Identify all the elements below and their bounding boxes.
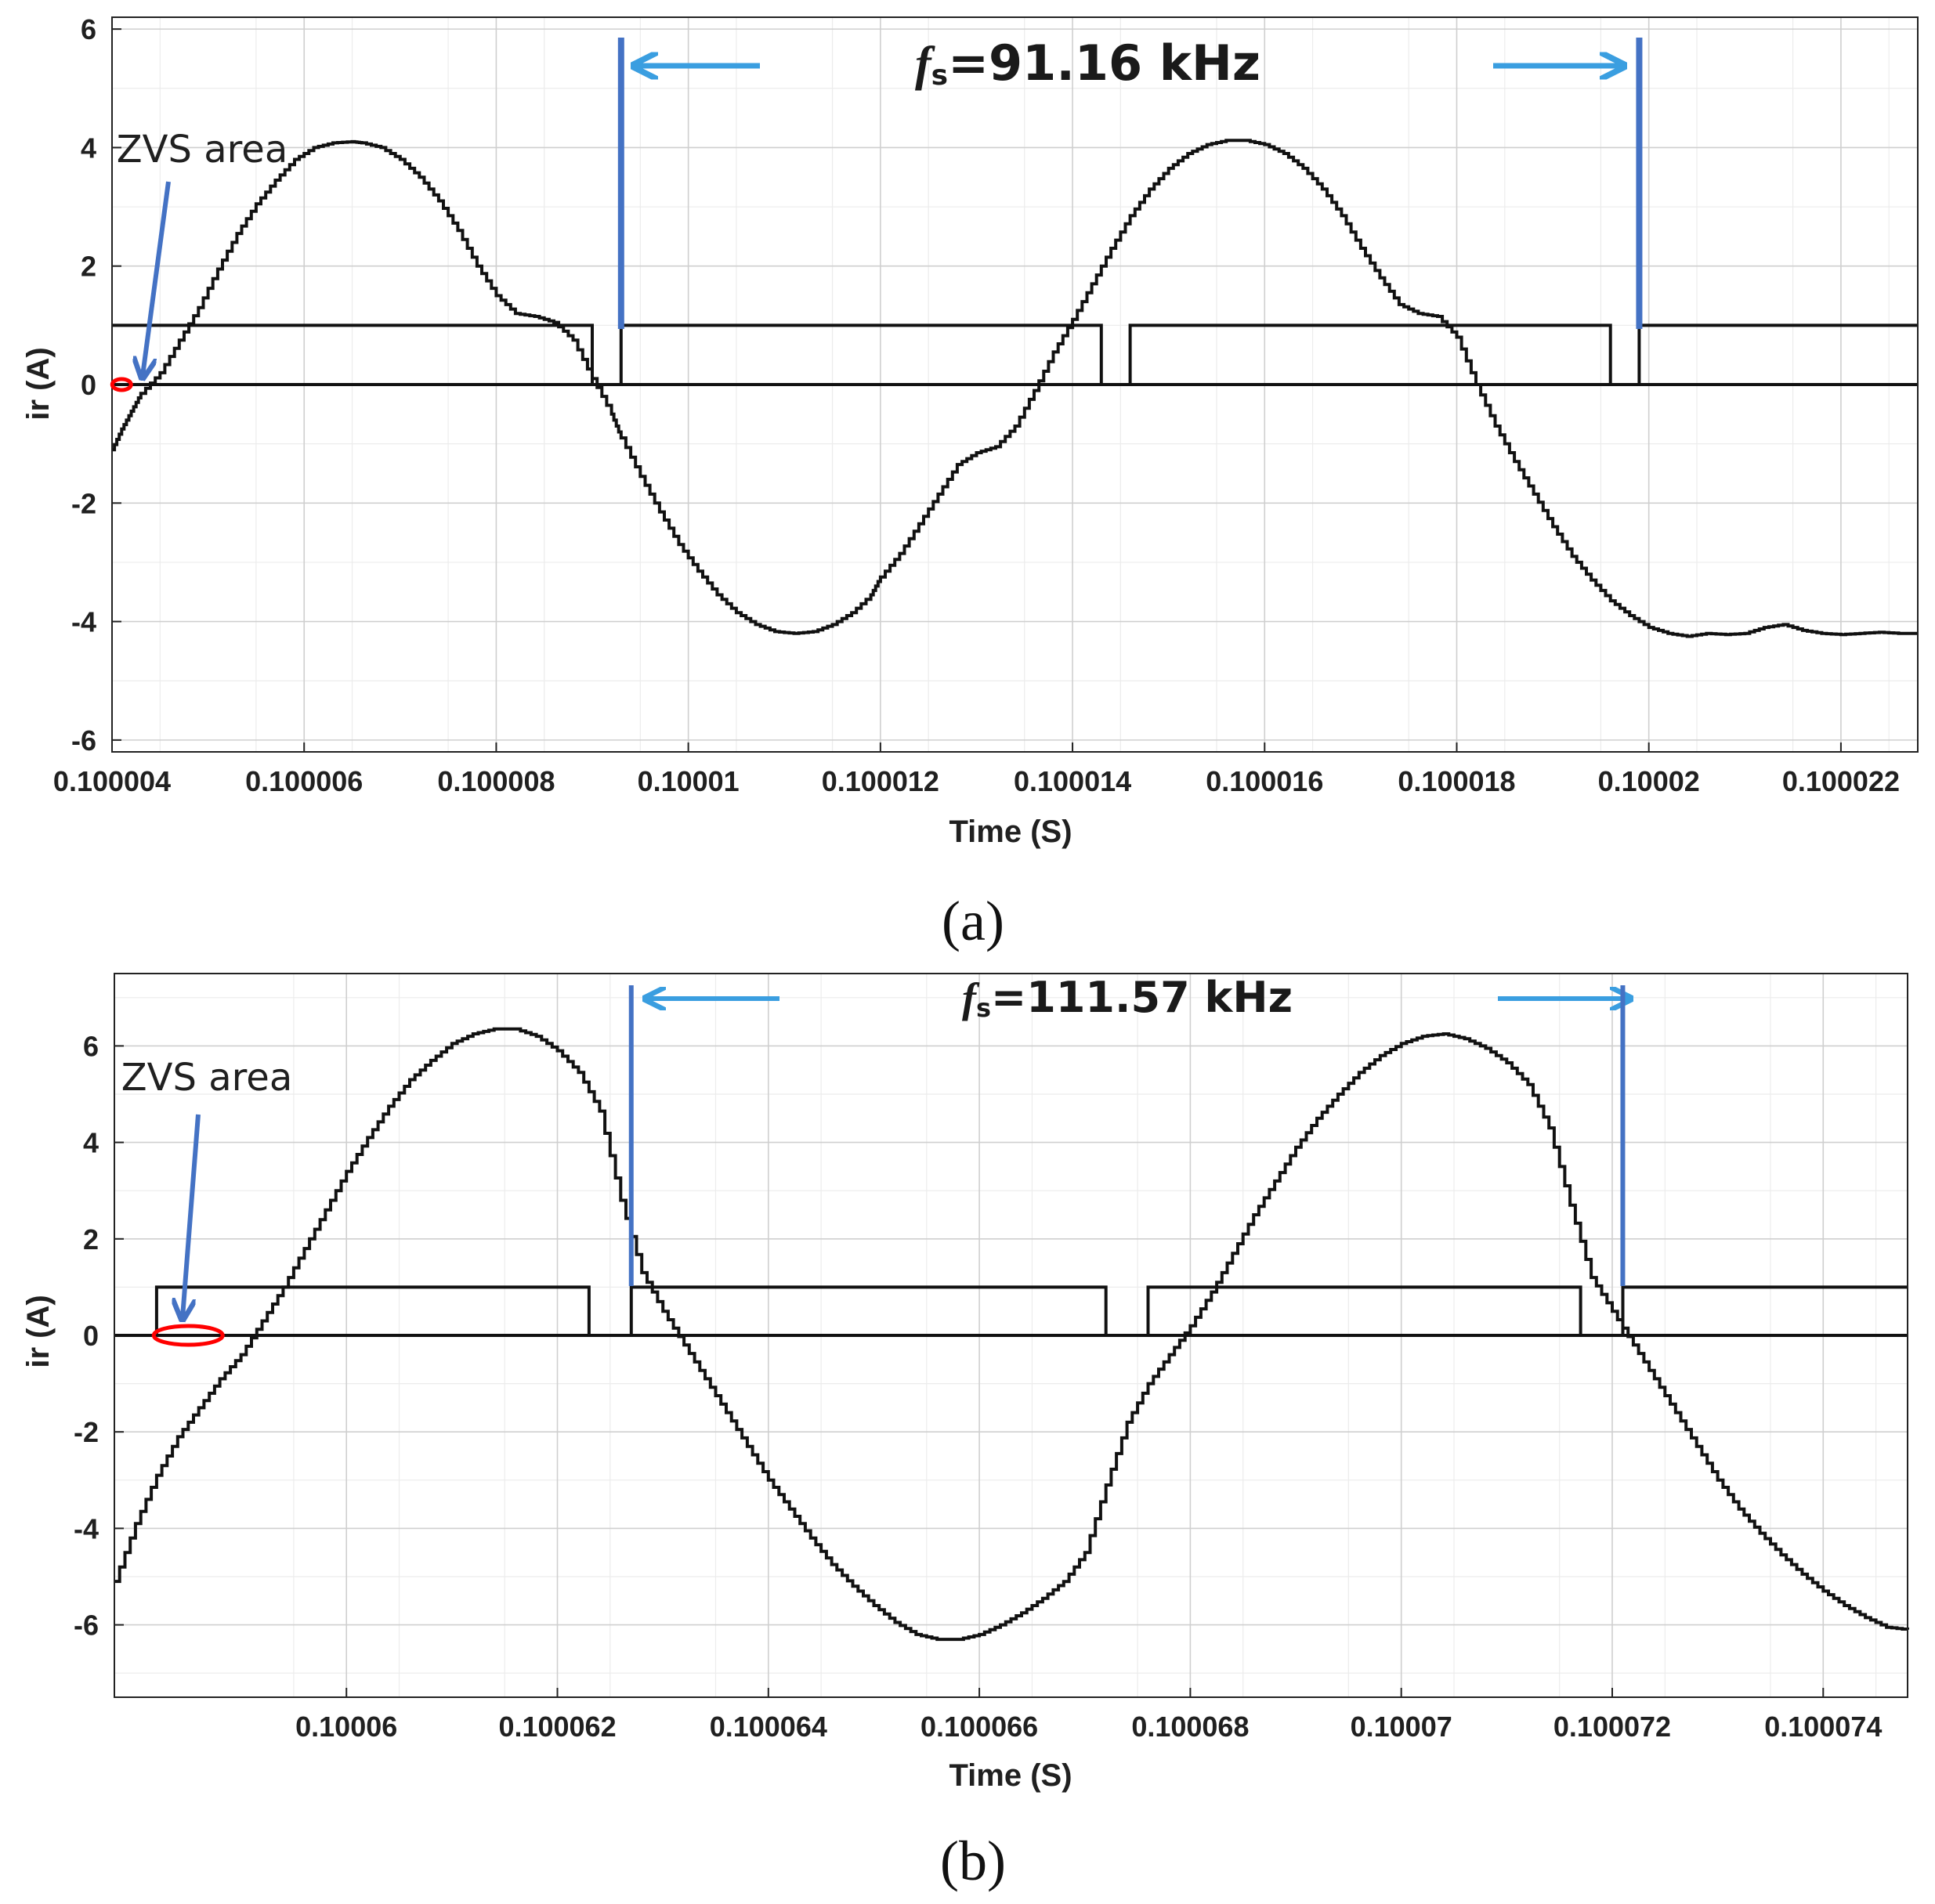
fs-symbol-b: f xyxy=(962,974,980,1021)
y-tick-label: -2 xyxy=(71,487,96,519)
y-tick-label: -6 xyxy=(74,1610,99,1642)
fs-subscript-a: s xyxy=(931,60,948,92)
switching-frequency-label-a: fs=91.16 kHz xyxy=(915,34,1260,92)
x-tick-label: 0.100074 xyxy=(1764,1711,1882,1743)
x-tick-label: 0.100064 xyxy=(710,1711,827,1743)
y-ticks-b: -6 -4 -2 0 2 4 6 xyxy=(74,1030,124,1642)
zvs-label-a: ZVS area xyxy=(117,128,288,172)
panel-label-a: (a) xyxy=(942,890,1004,952)
y-tick-label: 6 xyxy=(81,13,96,45)
y-tick-label: 2 xyxy=(83,1223,99,1255)
x-tick-label: 0.100014 xyxy=(1014,765,1131,797)
chart-b: 0.10006 0.100062 0.100064 0.100066 0.100068 0… xyxy=(21,973,1909,1892)
y-tick-label: 0 xyxy=(83,1320,99,1352)
x-tick-label: 0.100004 xyxy=(53,765,171,797)
x-tick-label: 0.100062 xyxy=(498,1711,616,1743)
y-tick-label: -4 xyxy=(71,606,96,638)
x-tick-label: 0.100008 xyxy=(437,765,555,797)
y-tick-label: 2 xyxy=(81,251,96,283)
x-tick-label: 0.100016 xyxy=(1206,765,1323,797)
x-tick-label: 0.100006 xyxy=(245,765,363,797)
plot-frame-b xyxy=(114,973,1908,1698)
y-axis-label-a: ir (A) xyxy=(21,347,56,420)
x-tick-label: 0.10007 xyxy=(1351,1711,1452,1743)
x-tick-label: 0.100072 xyxy=(1553,1711,1671,1743)
y-axis-label-b: ir (A) xyxy=(21,1295,56,1367)
zvs-ellipse-b xyxy=(151,1324,225,1347)
y-tick-label: 6 xyxy=(83,1030,99,1062)
zvs-pointer-arrow-b xyxy=(183,1114,201,1317)
x-tick-label: 0.100068 xyxy=(1131,1711,1249,1743)
y-tick-label: -6 xyxy=(71,724,96,757)
x-tick-label: 0.100018 xyxy=(1398,765,1515,797)
x-tick-label: 0.10006 xyxy=(295,1711,397,1743)
x-tick-label: 0.100022 xyxy=(1782,765,1900,797)
y-tick-label: -2 xyxy=(74,1416,99,1448)
series-ir-current xyxy=(112,139,1918,638)
series-gate-signal xyxy=(154,1285,1908,1337)
x-tick-label: 0.10002 xyxy=(1598,765,1700,797)
x-tick-label: 0.100012 xyxy=(822,765,939,797)
y-tick-label: -4 xyxy=(74,1512,99,1545)
fs-subscript-b: s xyxy=(976,993,991,1023)
y-tick-label: 0 xyxy=(81,369,96,401)
x-tick-label: 0.10001 xyxy=(638,765,740,797)
zvs-ellipse-a xyxy=(110,377,133,392)
panel-label-b: (b) xyxy=(940,1830,1006,1892)
x-ticks-a: 0.100004 0.100006 0.100008 0.10001 0.100012 0… xyxy=(53,742,1900,797)
series-a xyxy=(112,139,1918,638)
y-ticks-a: -6 -4 -2 0 2 4 6 xyxy=(71,13,121,757)
chart-a: 0.100004 0.100006 0.100008 0.10001 0.100012 0… xyxy=(21,13,1919,952)
series-ir-current xyxy=(114,1027,1909,1642)
series-b xyxy=(114,1027,1909,1642)
y-tick-label: 4 xyxy=(81,132,96,164)
zvs-label-b: ZVS area xyxy=(121,1056,292,1100)
switching-frequency-label-b: fs=111.57 kHz xyxy=(962,973,1293,1023)
series-gate-signal xyxy=(112,323,1918,386)
x-axis-label-a: Time (S) xyxy=(949,815,1072,849)
fs-value-b: =111.57 kHz xyxy=(991,973,1293,1022)
fs-value-a: =91.16 kHz xyxy=(948,34,1260,92)
x-axis-label-b: Time (S) xyxy=(949,1758,1072,1793)
x-ticks-b: 0.10006 0.100062 0.100064 0.100066 0.100068 0… xyxy=(295,1688,1882,1743)
x-tick-label: 0.100066 xyxy=(920,1711,1038,1743)
y-tick-label: 4 xyxy=(83,1127,99,1159)
zvs-pointer-arrow-a xyxy=(143,181,171,376)
